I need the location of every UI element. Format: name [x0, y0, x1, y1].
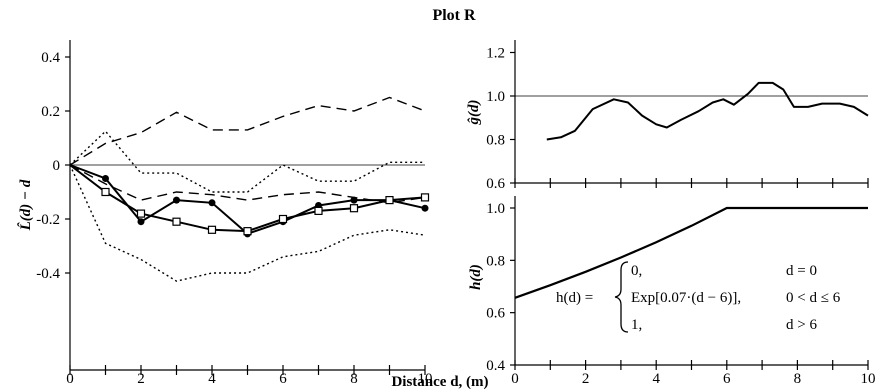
left-series-line-dotted-upper	[69, 130, 425, 193]
left-y-tick-label: -0.4	[36, 266, 60, 282]
left-x-tick-label: 2	[137, 371, 145, 387]
left-point-filled-circle	[208, 199, 216, 207]
left-series-line-dashed-upper	[69, 96, 426, 166]
left-y-tick-label: -0.2	[36, 212, 60, 228]
tr-series-line	[546, 81, 869, 141]
h-formula-annotation: h(d) = 0, Exp[0.07·(d − 6)], 1, d = 0 0 …	[556, 261, 841, 333]
left-x-ticks: 0 2 4 6 8 10	[66, 365, 433, 387]
left-x-tick-label: 6	[279, 371, 287, 387]
left-x-tick-label: 0	[66, 371, 74, 387]
x-axis-label: Distance d, (m)	[391, 374, 488, 390]
left-y-tick-label: 0	[53, 158, 61, 174]
formula-lhs: h(d) =	[556, 290, 593, 306]
left-series-group	[69, 96, 430, 282]
top-right-panel: 1.2 1.0 0.8 0.6 ĝ(d)	[466, 40, 869, 192]
left-point-filled-circle	[173, 196, 180, 204]
left-y-tick-label: 0.2	[41, 104, 60, 120]
br-y-tick-label: 0.8	[486, 253, 505, 269]
left-x-tick-label: 4	[208, 371, 216, 387]
formula-case-1-expr: 0,	[631, 263, 642, 279]
tr-y-axis-label: ĝ(d)	[466, 100, 482, 126]
br-series-group	[514, 206, 868, 299]
br-x-tick-label: 2	[582, 371, 590, 387]
left-point-filled-circle	[421, 204, 429, 212]
left-point-filled-circle	[350, 196, 358, 204]
left-point-open-square	[420, 193, 430, 202]
br-y-tick-label: 0.4	[486, 358, 505, 374]
left-point-open-square	[136, 209, 146, 218]
tr-y-ticks: 1.2 1.0 0.8 0.6	[486, 46, 515, 192]
left-point-open-square	[385, 196, 394, 205]
left-y-axis-label: L̂(d) − d	[17, 179, 34, 231]
br-series-line	[514, 206, 868, 299]
left-point-open-square	[314, 206, 323, 215]
formula-case-1-cond: d = 0	[786, 263, 817, 279]
left-point-open-square	[349, 204, 359, 213]
left-y-ticks: 0.4 0.2 0 -0.2 -0.4	[36, 50, 70, 282]
br-x-tick-label: 6	[723, 371, 731, 387]
tr-y-tick-label: 0.6	[486, 176, 505, 192]
formula-case-2-expr: Exp[0.07·(d − 6)],	[631, 290, 741, 306]
left-point-open-square	[172, 217, 181, 226]
br-y-ticks: 1.0 0.8 0.6 0.4	[486, 201, 515, 374]
left-point-open-square	[243, 227, 252, 236]
br-y-tick-label: 1.0	[486, 201, 505, 217]
left-panel: 0.4 0.2 0 -0.2 -0.4 0 2 4 6 8 10 L̂(d) − d	[17, 40, 433, 387]
formula-case-3-cond: d > 6	[786, 317, 817, 333]
left-series-line-dashed-lower	[69, 164, 426, 204]
left-series-line-solid-open-squares	[69, 164, 426, 233]
bottom-right-panel: 1.0 0.8 0.6 0.4 0 2 4 6 8 10 h(d) h(d) = 0, Exp[…	[468, 196, 876, 387]
br-x-tick-label: 8	[794, 371, 802, 387]
left-x-tick-label: 10	[418, 371, 433, 387]
formula-case-2-cond: 0 < d ≤ 6	[786, 290, 841, 306]
left-series-line-dotted-lower	[69, 164, 426, 282]
left-point-open-square	[101, 187, 110, 197]
figure-title: Plot R	[432, 7, 476, 24]
tr-x-ticks	[514, 178, 869, 188]
br-x-ticks: 0 2 4 6 8 10	[511, 360, 876, 387]
tr-series-group	[546, 81, 869, 141]
tr-y-tick-label: 1.0	[486, 89, 505, 105]
br-y-axis-label: h(d)	[468, 264, 484, 290]
tr-y-tick-label: 1.2	[486, 46, 505, 62]
br-x-tick-label: 0	[511, 371, 519, 387]
left-point-open-square	[207, 225, 217, 234]
left-point-filled-circle	[102, 175, 109, 182]
formula-case-3-expr: 1,	[631, 317, 642, 333]
tr-y-tick-label: 0.8	[486, 133, 505, 149]
formula-brace	[614, 261, 629, 333]
left-point-filled-circle	[137, 218, 145, 226]
left-point-open-square	[278, 214, 288, 224]
left-x-tick-label: 8	[350, 371, 358, 387]
br-y-tick-label: 0.6	[486, 306, 505, 322]
left-y-tick-label: 0.4	[41, 50, 60, 66]
br-x-tick-label: 10	[861, 371, 876, 387]
br-x-tick-label: 4	[652, 371, 660, 387]
